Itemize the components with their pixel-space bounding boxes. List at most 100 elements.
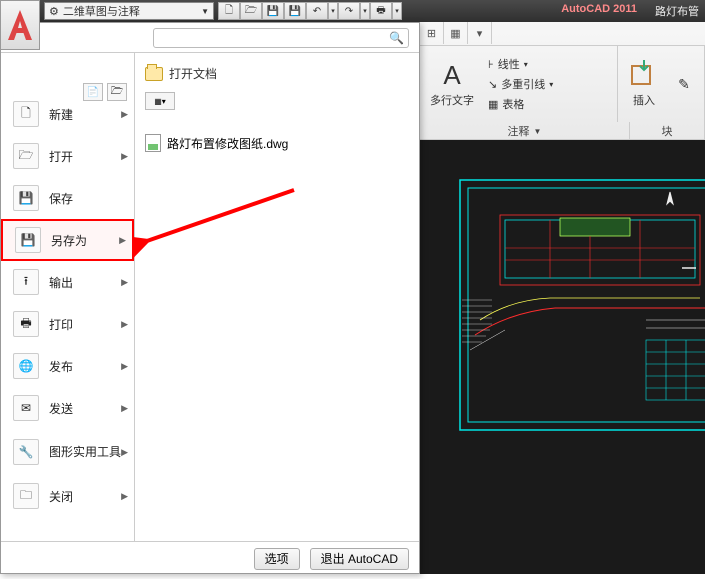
gear-icon: ⚙ xyxy=(49,5,59,18)
app-name: AutoCAD 2011 xyxy=(561,3,637,19)
qat-open-button[interactable]: 🗁 xyxy=(240,2,262,20)
qat-more-dd[interactable]: ▾ xyxy=(392,2,402,20)
autocad-logo-icon xyxy=(6,8,34,42)
mleader-button[interactable]: ↘多重引线▾ xyxy=(488,76,553,92)
panel-title-annotate[interactable]: 注释▼ xyxy=(420,122,630,140)
workspace-label: 二维草图与注释 xyxy=(63,3,140,19)
menu-item-label: 关闭 xyxy=(49,488,73,505)
chevron-right-icon: ▶ xyxy=(119,235,126,246)
text-A-icon: A xyxy=(436,60,468,90)
ribbon-extra-btn[interactable]: ▾ xyxy=(468,22,492,44)
menu-item-label: 另存为 xyxy=(51,232,87,249)
edit-block-icon[interactable]: ✎ xyxy=(678,76,690,93)
menu-right-column: 打开文档 ▦▾ 路灯布置修改图纸.dwg xyxy=(135,53,419,541)
menu-item-label: 输出 xyxy=(49,274,73,291)
menu-item-saveas[interactable]: 💾 另存为 ▶ xyxy=(1,219,134,261)
ribbon-panel-titles: 注释▼ 块 xyxy=(420,122,705,140)
menu-item-label: 打开 xyxy=(49,148,73,165)
table-button[interactable]: ▦表格 xyxy=(488,96,553,112)
qat-undo-dd[interactable]: ▾ xyxy=(328,2,338,20)
mtext-label: 多行文字 xyxy=(430,92,474,108)
exit-button[interactable]: 退出 AutoCAD xyxy=(310,548,409,570)
qat-new-button[interactable]: 🗋 xyxy=(218,2,240,20)
menu-bottom-row: 选项 退出 AutoCAD xyxy=(1,541,419,575)
mtext-button[interactable]: A 多行文字 xyxy=(430,60,474,108)
menu-item-print[interactable]: 🖶 打印 ▶ xyxy=(1,303,134,345)
title-bar: ⚙ 二维草图与注释 ▼ 🗋 🗁 💾 💾 ↶ ▾ ↷ ▾ 🖶 ▾ AutoCAD … xyxy=(0,0,705,22)
disk-arrow-icon: 💾 xyxy=(15,227,41,253)
title-file: 路灯布管 xyxy=(655,3,699,19)
workspace-selector[interactable]: ⚙ 二维草图与注释 ▼ xyxy=(44,2,214,20)
qat-save-button[interactable]: 💾 xyxy=(262,2,284,20)
qat-redo-button[interactable]: ↷ xyxy=(338,2,360,20)
menu-item-save[interactable]: 💾 保存 xyxy=(1,177,134,219)
wrench-icon: 🔧 xyxy=(13,439,39,465)
menu-item-export[interactable]: ⭱ 输出 ▶ xyxy=(1,261,134,303)
menu-body: 📄 🗁 🗋 新建 ▶ 🗁 打开 ▶ 💾 保存 💾 另存为 ▶ xyxy=(1,53,419,541)
menu-item-new[interactable]: 🗋 新建 ▶ xyxy=(1,93,134,135)
menu-item-label: 新建 xyxy=(49,106,73,123)
menu-item-label: 发布 xyxy=(49,358,73,375)
menu-item-open[interactable]: 🗁 打开 ▶ xyxy=(1,135,134,177)
open-docs-header: 打开文档 xyxy=(145,61,409,86)
folder-icon: 🗀 xyxy=(13,483,39,509)
panel-title-block[interactable]: 块 xyxy=(630,122,705,140)
block-panel: 插入 ✎ xyxy=(618,46,705,122)
chevron-right-icon: ▶ xyxy=(121,319,128,330)
ribbon-extra-btn[interactable]: ▦ xyxy=(444,22,468,44)
menu-top-row: 🔍 xyxy=(1,23,419,53)
options-button[interactable]: 选项 xyxy=(254,548,300,570)
menu-search-input[interactable]: 🔍 xyxy=(153,28,409,48)
application-menu: 🔍 📄 🗁 🗋 新建 ▶ 🗁 打开 ▶ 💾 保存 � xyxy=(0,22,420,574)
menu-item-label: 发送 xyxy=(49,400,73,417)
ribbon-panels: A 多行文字 ⊦线性▾ ↘多重引线▾ ▦表格 插入 ✎ xyxy=(420,46,705,122)
menu-item-label: 图形实用工具 xyxy=(49,445,121,459)
search-icon: 🔍 xyxy=(389,31,404,45)
menu-item-publish[interactable]: 🌐 发布 ▶ xyxy=(1,345,134,387)
chevron-right-icon: ▶ xyxy=(121,361,128,372)
dwg-file-icon xyxy=(145,134,161,152)
menu-item-send[interactable]: ✉ 发送 ▶ xyxy=(1,387,134,429)
send-icon: ✉ xyxy=(13,395,39,421)
title-text: AutoCAD 2011 路灯布管 xyxy=(561,3,705,19)
annotation-panel: A 多行文字 ⊦线性▾ ↘多重引线▾ ▦表格 xyxy=(420,46,618,122)
ribbon-extras-row: ⊞ ▦ ▾ xyxy=(420,22,705,46)
drawing-canvas[interactable] xyxy=(420,140,705,574)
annotation-stack: ⊦线性▾ ↘多重引线▾ ▦表格 xyxy=(488,56,553,112)
chevron-right-icon: ▶ xyxy=(121,403,128,414)
menu-left-column: 📄 🗁 🗋 新建 ▶ 🗁 打开 ▶ 💾 保存 💾 另存为 ▶ xyxy=(1,53,135,541)
app-menu-button[interactable] xyxy=(0,0,40,50)
export-icon: ⭱ xyxy=(13,269,39,295)
qat-print-button[interactable]: 🖶 xyxy=(370,2,392,20)
insert-button[interactable]: 插入 xyxy=(628,60,660,108)
chevron-right-icon: ▶ xyxy=(121,277,128,288)
publish-icon: 🌐 xyxy=(13,353,39,379)
svg-text:A: A xyxy=(443,60,461,90)
cad-drawing xyxy=(420,140,705,574)
menu-item-label: 保存 xyxy=(49,190,73,207)
qat-redo-dd[interactable]: ▾ xyxy=(360,2,370,20)
chevron-right-icon: ▶ xyxy=(121,491,128,502)
linear-dim-button[interactable]: ⊦线性▾ xyxy=(488,56,553,72)
ribbon: ⊞ ▦ ▾ A 多行文字 ⊦线性▾ ↘多重引线▾ ▦表格 插入 ✎ 注 xyxy=(420,22,705,140)
ribbon-extra-btn[interactable]: ⊞ xyxy=(420,22,444,44)
disk-icon: 💾 xyxy=(13,185,39,211)
menu-item-label: 打印 xyxy=(49,316,73,333)
file-new-icon: 🗋 xyxy=(13,101,39,127)
recent-file-label: 路灯布置修改图纸.dwg xyxy=(167,135,288,152)
printer-icon: 🖶 xyxy=(13,311,39,337)
qat-saveas-button[interactable]: 💾 xyxy=(284,2,306,20)
insert-label: 插入 xyxy=(633,92,655,108)
recent-file-row[interactable]: 路灯布置修改图纸.dwg xyxy=(145,134,409,152)
chevron-right-icon: ▶ xyxy=(121,109,128,120)
folder-icon xyxy=(145,67,163,81)
menu-item-close[interactable]: 🗀 关闭 ▶ xyxy=(1,475,134,517)
chevron-right-icon: ▶ xyxy=(121,447,128,458)
quick-access-toolbar: 🗋 🗁 💾 💾 ↶ ▾ ↷ ▾ 🖶 ▾ xyxy=(218,2,402,20)
chevron-right-icon: ▶ xyxy=(121,151,128,162)
qat-undo-button[interactable]: ↶ xyxy=(306,2,328,20)
view-toggle-button[interactable]: ▦▾ xyxy=(145,92,175,110)
open-docs-label: 打开文档 xyxy=(169,65,217,82)
folder-open-icon: 🗁 xyxy=(13,143,39,169)
menu-item-utilities[interactable]: 🔧 图形实用工具 ▶ xyxy=(1,429,134,475)
